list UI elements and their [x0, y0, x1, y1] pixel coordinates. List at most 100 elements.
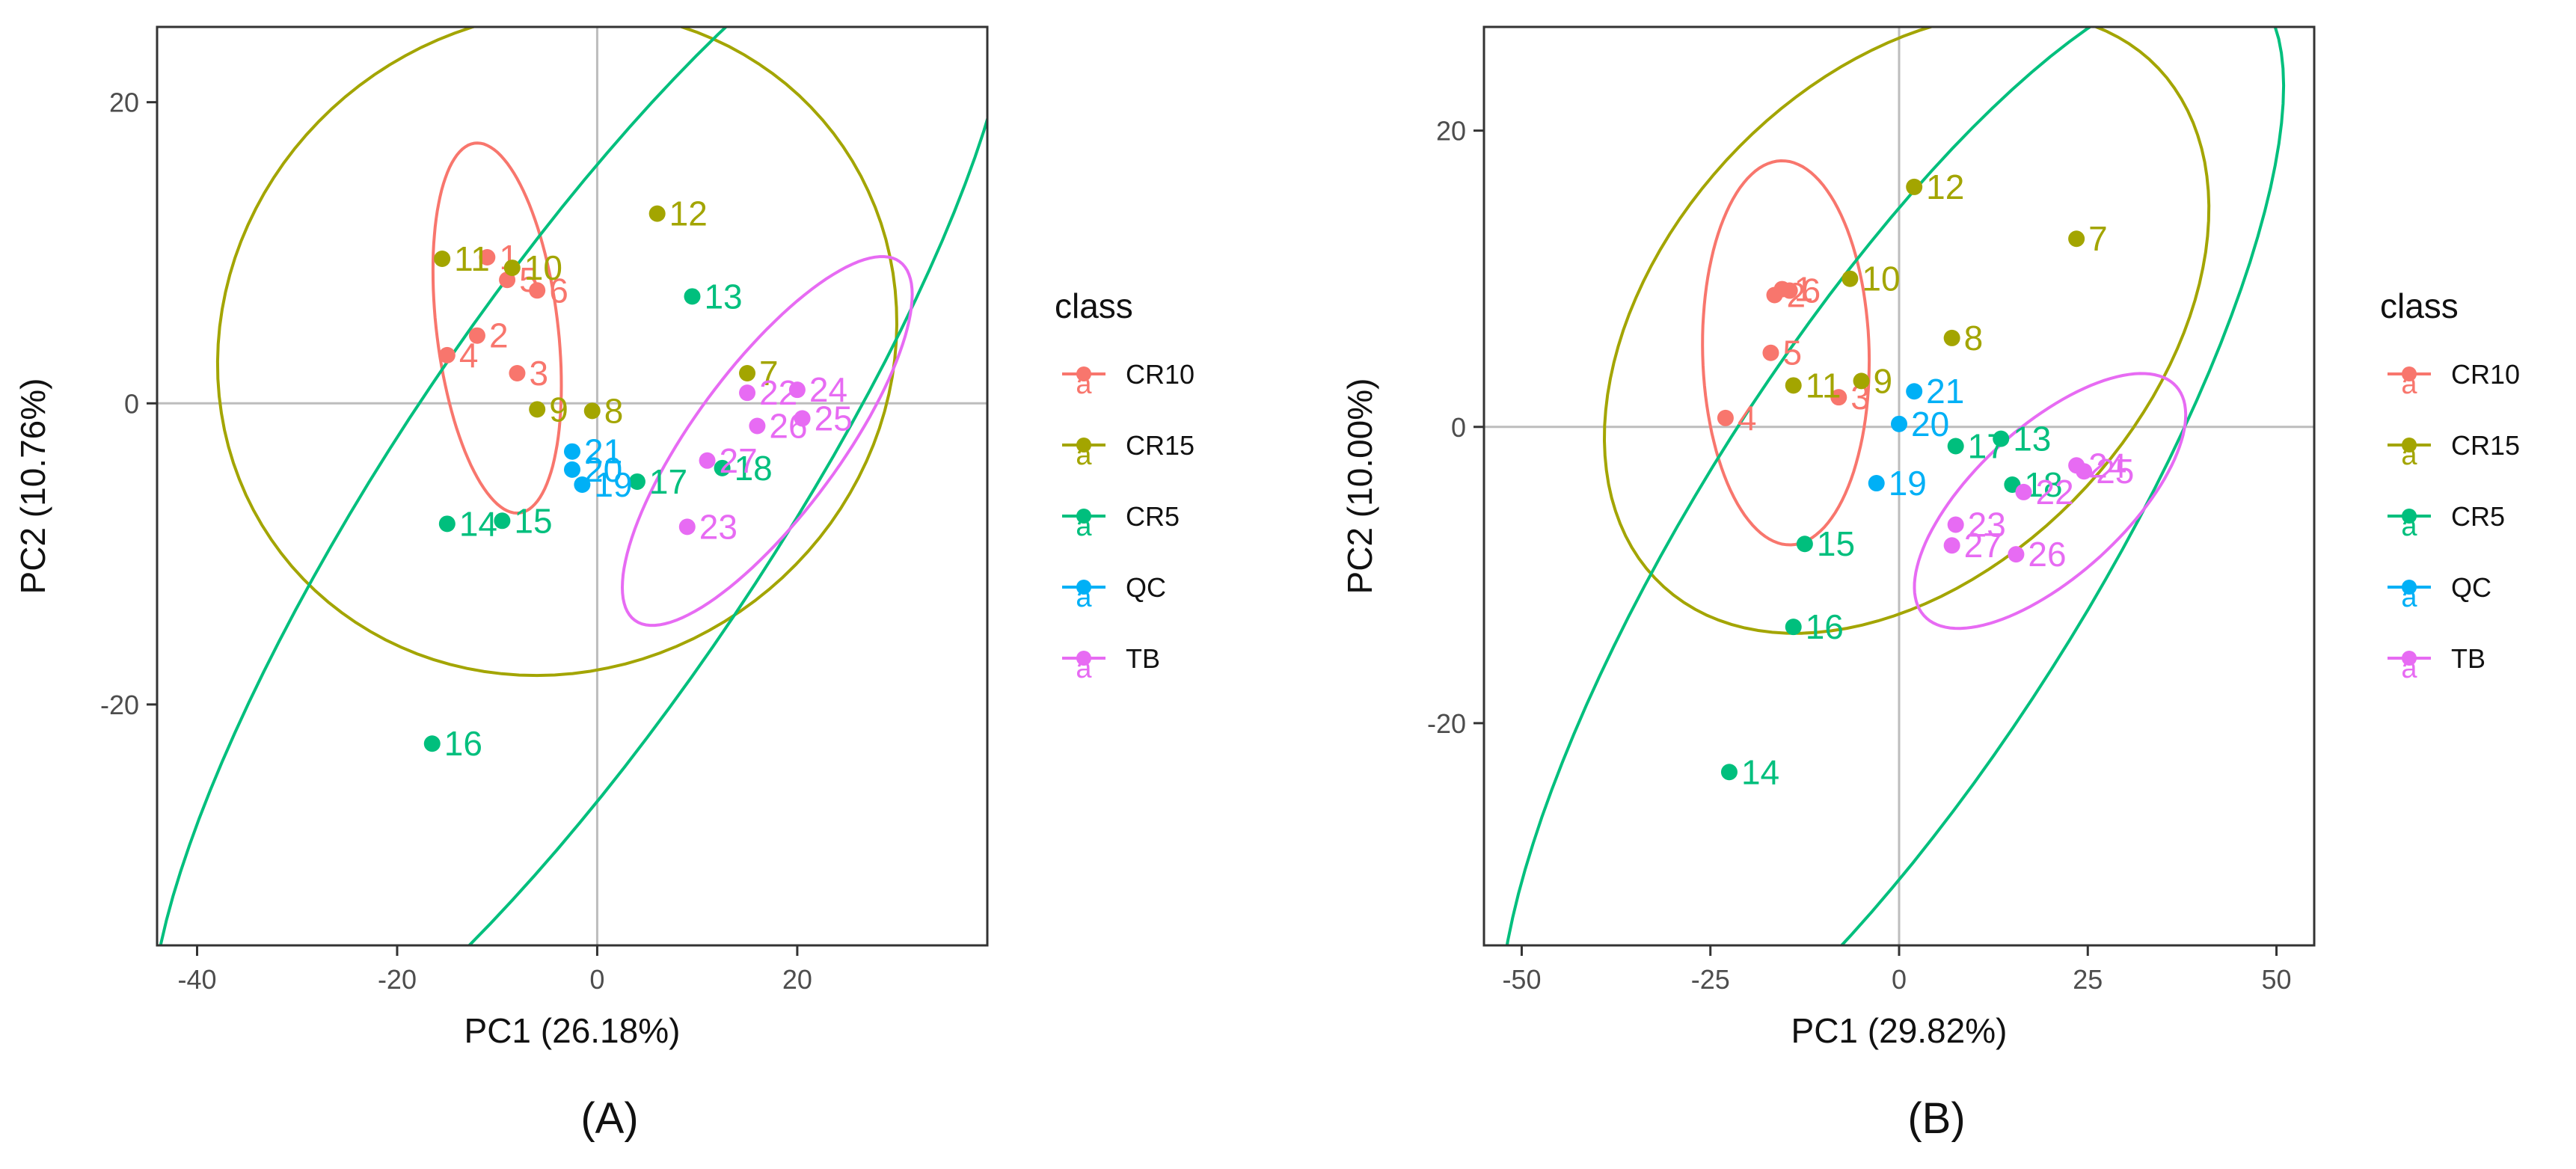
point-label-19: 19: [1889, 464, 1927, 503]
point-label-5: 5: [1782, 334, 1802, 372]
point-label-23: 23: [1968, 505, 2006, 544]
legend-item-qc: a QC: [1062, 572, 1166, 613]
x-tick-label: -20: [378, 964, 417, 995]
y-axis-title: PC2 (10.76%): [13, 378, 52, 595]
point-cr10-6: [1781, 282, 1798, 299]
point-label-12: 12: [669, 194, 708, 233]
point-tb-26: [2008, 546, 2025, 563]
legend-key-point: [1076, 438, 1091, 452]
ellipse-cr10: [431, 141, 563, 515]
point-cr10-3: [509, 365, 526, 382]
legend-key-glyph: a: [1076, 440, 1092, 471]
point-tb-27: [699, 452, 716, 469]
point-cr15-9: [529, 401, 546, 418]
point-label-12: 12: [1926, 168, 1964, 206]
legend-item-cr5: a CR5: [1062, 501, 1180, 542]
point-label-24: 24: [809, 370, 847, 409]
point-cr10-2: [1766, 286, 1783, 304]
point-qc-19: [1868, 475, 1885, 492]
point-label-6: 6: [549, 271, 568, 310]
ellipse-cr5: [1505, 27, 2286, 945]
point-label-11: 11: [1806, 366, 1841, 405]
legend-label: QC: [1126, 572, 1166, 603]
point-label-13: 13: [704, 277, 742, 316]
legend-key-glyph: a: [2401, 511, 2417, 542]
point-cr10-1: [479, 249, 496, 266]
y-tick-label: 20: [109, 88, 139, 118]
point-label-18: 18: [2024, 465, 2062, 504]
point-label-10: 10: [1862, 260, 1900, 298]
plot-area: 1265431210781191317181516142120192224252…: [1505, 27, 2286, 945]
point-cr5-13: [684, 288, 701, 305]
point-label-21: 21: [584, 432, 622, 471]
point-qc-20: [564, 461, 580, 478]
point-label-27: 27: [720, 441, 758, 480]
legend-key-point: [1076, 509, 1091, 524]
point-label-18: 18: [735, 449, 773, 488]
point-cr15-12: [1906, 178, 1923, 195]
legend-key-glyph: a: [2401, 369, 2417, 400]
point-label-13: 13: [2013, 420, 2051, 458]
point-cr15-8: [1943, 329, 1960, 346]
legend-key-glyph: a: [1076, 369, 1092, 400]
legend-label: TB: [1126, 643, 1160, 674]
point-cr15-10: [1841, 270, 1859, 287]
point-label-7: 7: [2088, 219, 2108, 258]
legend-label: TB: [2451, 643, 2485, 674]
point-cr15-7: [2068, 230, 2085, 248]
point-tb-26: [749, 417, 766, 435]
pca-panel-b: 1265431210781191317181516142120192224252…: [1288, 0, 2576, 1169]
y-tick-label: -20: [100, 690, 139, 720]
point-label-8: 8: [604, 391, 624, 430]
x-axis-title: PC1 (29.82%): [1791, 1011, 2008, 1050]
point-cr15-10: [503, 260, 521, 277]
x-axis-title: PC1 (26.18%): [464, 1011, 681, 1050]
ellipse-cr15: [1602, 27, 2211, 635]
panel-label: (A): [580, 1094, 638, 1143]
point-label-17: 17: [649, 462, 687, 501]
plot-border: [156, 25, 989, 947]
ellipse-cr15: [215, 27, 899, 678]
point-cr15-12: [648, 205, 666, 222]
x-tick-label: 0: [1892, 964, 1907, 995]
point-tb-25: [794, 410, 811, 427]
legend-key-point: [2402, 509, 2417, 524]
y-axis-title: PC2 (10.00%): [1340, 378, 1379, 595]
legend-label: QC: [2451, 572, 2491, 603]
point-cr5-14: [1720, 764, 1738, 781]
point-qc-21: [1906, 383, 1923, 400]
legend-item-qc: a QC: [2388, 572, 2491, 613]
point-label-4: 4: [459, 336, 479, 375]
x-tick-label: -50: [1502, 964, 1541, 995]
point-label-6: 6: [1802, 271, 1821, 310]
point-label-26: 26: [2028, 535, 2066, 574]
point-label-15: 15: [1817, 524, 1855, 563]
ellipse-cr5: [159, 27, 987, 945]
y-tick-label: 20: [1436, 116, 1466, 147]
point-cr10-4: [1717, 409, 1734, 426]
point-cr5-14: [438, 515, 456, 533]
point-cr10-3: [1830, 389, 1847, 406]
point-label-27: 27: [1964, 526, 2002, 565]
legend-item-cr10: a CR10: [2388, 359, 2520, 400]
legend-key-point: [1076, 651, 1091, 666]
legend-key-glyph: a: [1076, 653, 1092, 684]
point-label-8: 8: [1964, 319, 1984, 358]
point-tb-25: [2076, 463, 2093, 480]
legend-item-cr5: a CR5: [2388, 501, 2505, 542]
legend-title: class: [1055, 286, 1133, 325]
legend: class a CR10 a CR15 a CR5 a QC a TB: [2380, 286, 2520, 684]
point-cr15-11: [434, 251, 451, 268]
legend: class a CR10 a CR15 a CR5 a QC a TB: [1055, 286, 1195, 684]
point-label-4: 4: [1738, 399, 1757, 438]
point-label-20: 20: [584, 450, 622, 489]
point-cr15-7: [739, 365, 756, 382]
point-label-17: 17: [1968, 427, 2006, 466]
point-cr5-16: [1785, 619, 1802, 636]
point-label-10: 10: [524, 248, 562, 287]
pca-panel-a: 1 5 6 2 4 3 11 10 12 7 9 8 13 17 18 14 15 16 21 20 19 22 24 26 2…: [13, 25, 1195, 1143]
point-cr10-5: [1762, 344, 1779, 361]
point-cr5-16: [423, 735, 441, 752]
point-qc-21: [564, 443, 580, 460]
